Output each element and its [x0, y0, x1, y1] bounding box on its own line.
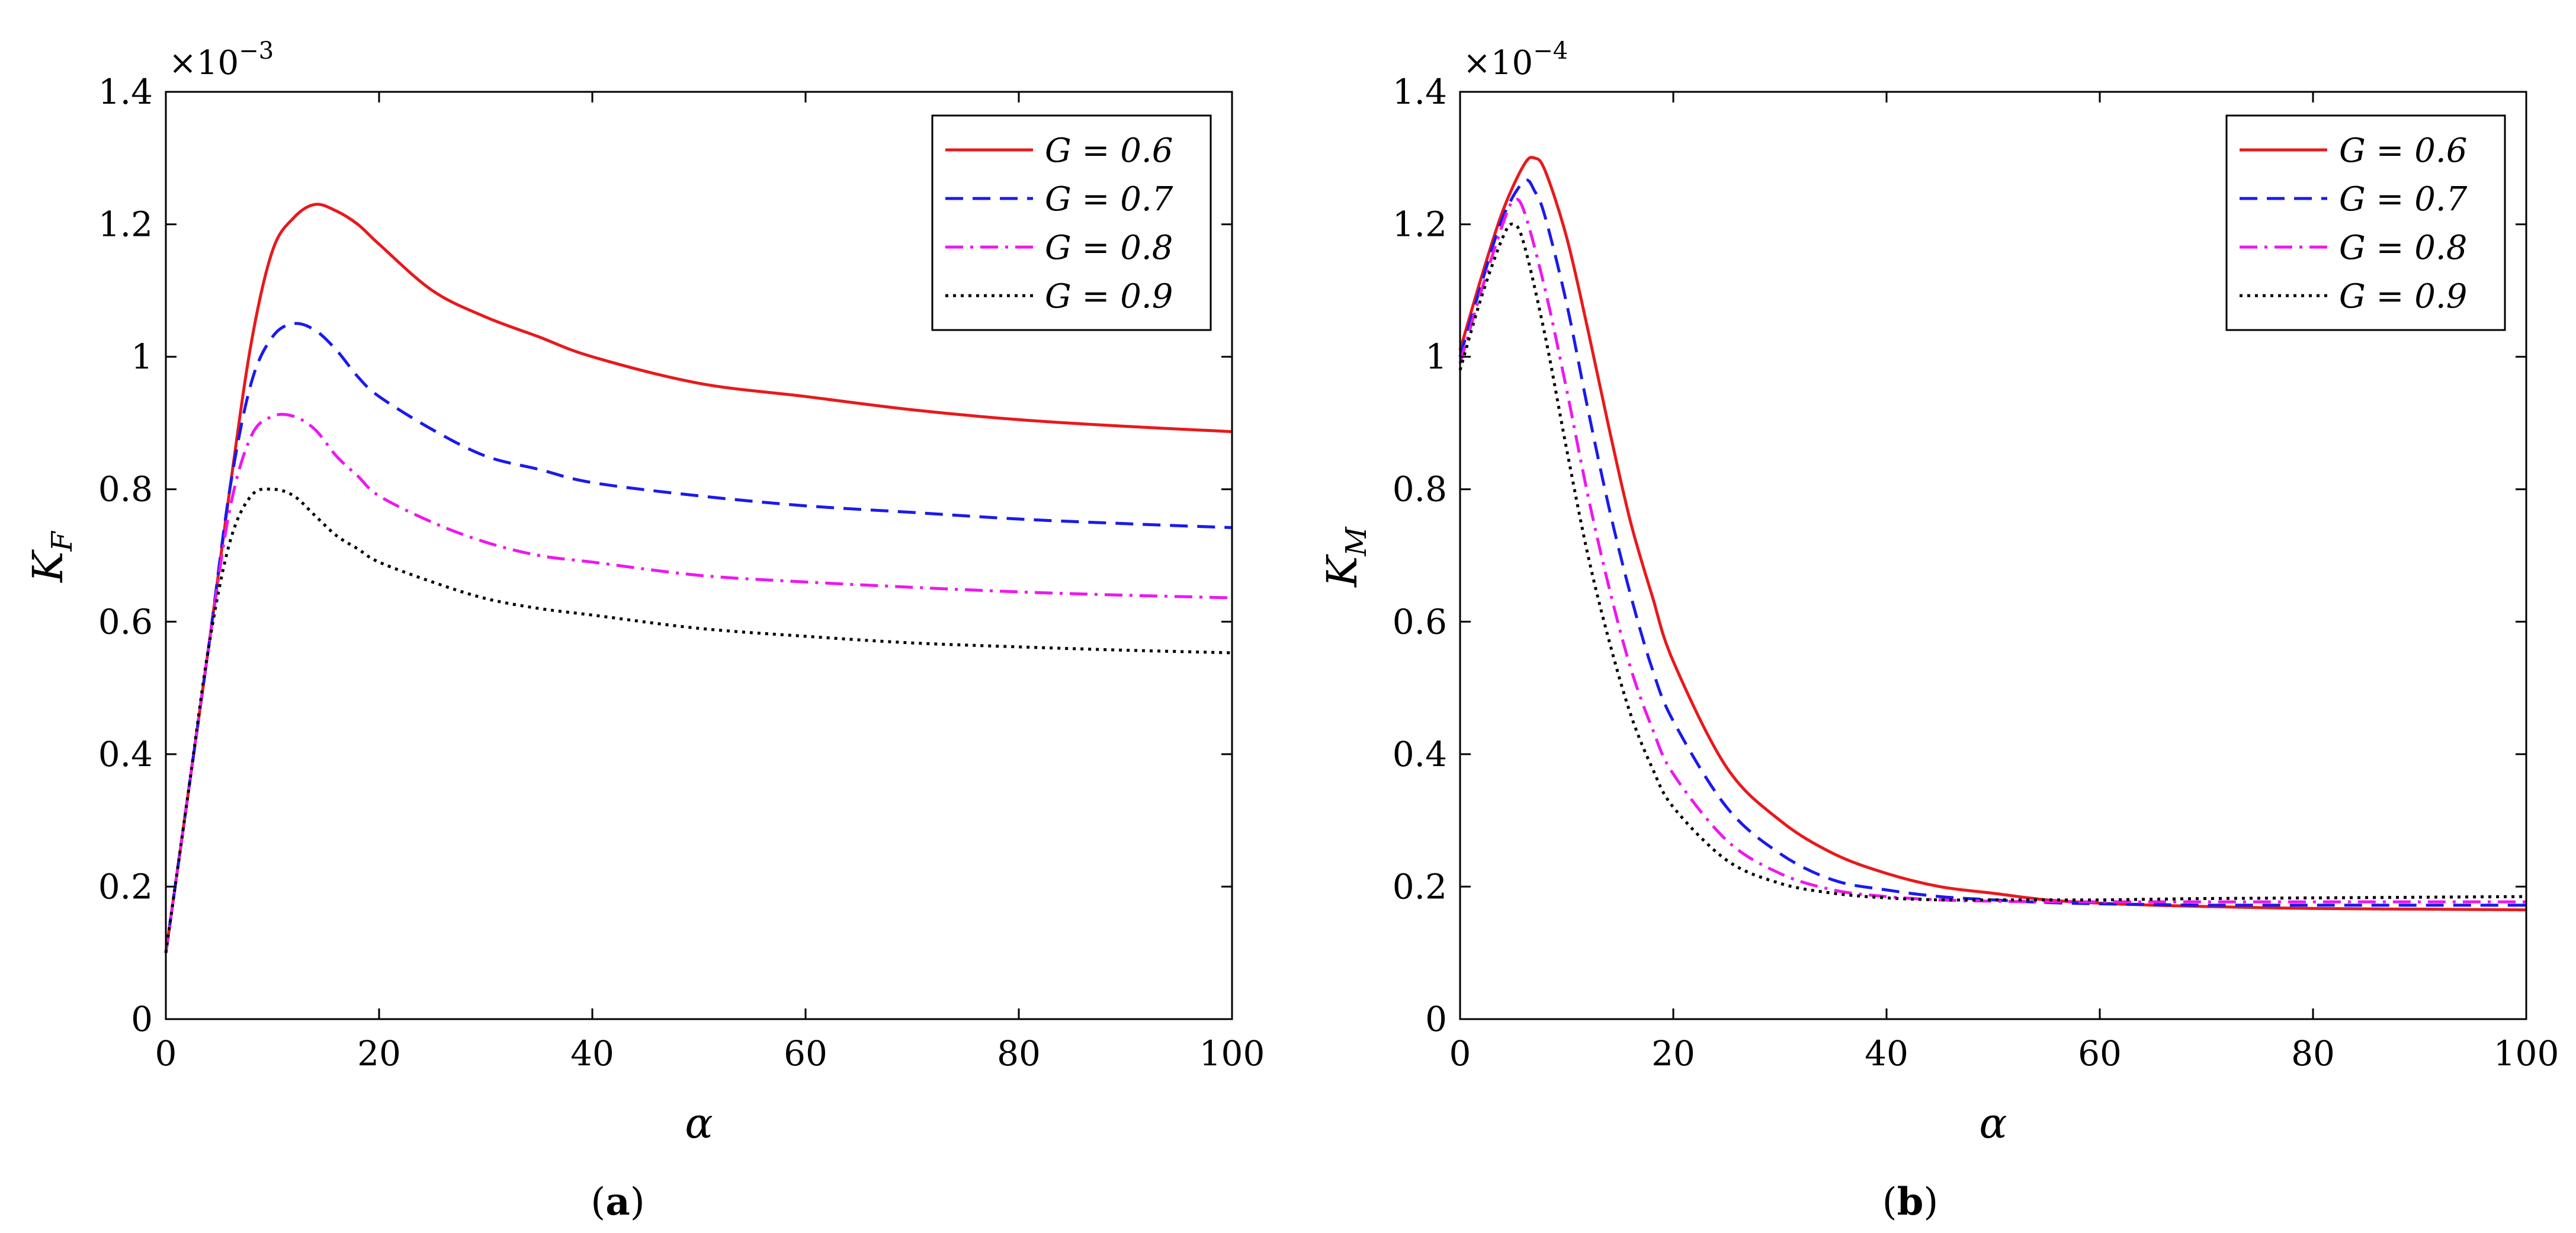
- panel-b-series-line-3: [1458, 222, 2527, 902]
- panel-b-exponent: ×10−4: [1463, 37, 1568, 82]
- panel-b-legend-label: G = 0.6: [2339, 132, 2467, 170]
- panel-a-ytick-label: 1.2: [98, 204, 153, 245]
- panel-b-ytick-label: 0.4: [1393, 734, 1447, 774]
- panel-b-ticks: 0 20 40 60 80 100 0 0.2 0.4 0.6 0.8 1 1.2 1.4: [1393, 72, 2559, 1074]
- panel-b-ytick-label: 1: [1425, 337, 1447, 377]
- panel-a-exponent: ×10−3: [169, 37, 274, 82]
- panel-b-ytick-label: 0: [1425, 999, 1447, 1039]
- panel-a-ticks: 0 20 40 60 80 100 0 0.2 0.4 0.6 0.8 1 1.2 1.4: [98, 72, 1265, 1074]
- panel-a-ytick-label: 0.8: [98, 469, 153, 510]
- panel-a-xtick-label: 60: [784, 1033, 827, 1074]
- panel-b-xtick-label: 80: [2291, 1033, 2335, 1074]
- panel-b-legend: G = 0.6 G = 0.7 G = 0.8 G = 0.9: [2225, 114, 2506, 331]
- panel-b-ytick-label: 1.2: [1393, 204, 1447, 245]
- panel-a-legend-label: G = 0.7: [1045, 180, 1173, 219]
- panel-a-xtick-label: 20: [357, 1033, 401, 1074]
- panel-a-xlabel: α: [685, 1099, 713, 1148]
- panel-b-series: [1458, 156, 2527, 912]
- panel-b: 0 20 40 60 80 100 0 0.2 0.4 0.6 0.8 1 1.2 1.4 ×10−4 K…: [1318, 37, 2559, 1224]
- panel-b-legend-label: G = 0.9: [2339, 277, 2467, 316]
- panel-b-legend-label: G = 0.8: [2339, 229, 2467, 267]
- panel-a: 0 20 40 60 80 100 0 0.2 0.4 0.6 0.8 1 1.2 1.4 ×10−3 K…: [24, 37, 1265, 1224]
- panel-a-series: [164, 203, 1233, 953]
- panel-a-xtick-label: 40: [570, 1033, 614, 1074]
- panel-a-series-line-3: [164, 487, 1233, 953]
- panel-a-ytick-label: 0: [131, 999, 153, 1039]
- panel-a-legend-label: G = 0.6: [1045, 132, 1173, 170]
- panel-a-ylabel: KF: [24, 531, 79, 584]
- panel-b-ytick-label: 0.6: [1393, 601, 1447, 642]
- panel-b-ylabel: KM: [1318, 526, 1373, 588]
- panel-b-series-line-1: [1458, 178, 2526, 907]
- panel-a-ytick-label: 1: [131, 337, 153, 377]
- panel-a-ytick-label: 0.6: [98, 601, 153, 642]
- panel-a-axes-frame: [165, 91, 1233, 1020]
- panel-b-ytick-label: 0.8: [1393, 469, 1447, 510]
- panel-a-ytick-label: 0.2: [98, 866, 153, 907]
- panel-a-ytick-label: 1.4: [98, 72, 153, 112]
- panel-a-ytick-label: 0.4: [98, 734, 153, 774]
- panel-b-xlabel: α: [1979, 1099, 2007, 1148]
- panel-b-axes-frame: [1459, 91, 2527, 1020]
- panel-a-legend-label: G = 0.8: [1045, 229, 1173, 267]
- panel-b-xtick-label: 100: [2494, 1033, 2559, 1074]
- panel-b-xtick-label: 60: [2078, 1033, 2122, 1074]
- panel-b-ytick-label: 0.2: [1393, 866, 1447, 907]
- panel-b-xtick-label: 20: [1651, 1033, 1695, 1074]
- panel-a-series-line-1: [164, 322, 1233, 953]
- panel-b-caption: (b): [1882, 1180, 1939, 1224]
- panel-a-legend: G = 0.6 G = 0.7 G = 0.8 G = 0.9: [931, 114, 1212, 331]
- panel-b-xtick-label: 0: [1449, 1033, 1471, 1074]
- panel-b-series-line-2: [1458, 198, 2526, 904]
- panel-b-xtick-label: 40: [1865, 1033, 1908, 1074]
- panel-a-legend-label: G = 0.9: [1045, 277, 1173, 316]
- panel-b-series-line-0: [1458, 156, 2527, 912]
- panel-a-series-line-2: [164, 412, 1233, 953]
- panel-a-caption: (a): [591, 1180, 644, 1224]
- panel-a-xtick-label: 0: [155, 1033, 177, 1074]
- panel-a-xtick-label: 100: [1199, 1033, 1265, 1074]
- panel-a-xtick-label: 80: [997, 1033, 1041, 1074]
- panel-b-ytick-label: 1.4: [1393, 72, 1447, 112]
- panel-b-legend-label: G = 0.7: [2339, 180, 2468, 219]
